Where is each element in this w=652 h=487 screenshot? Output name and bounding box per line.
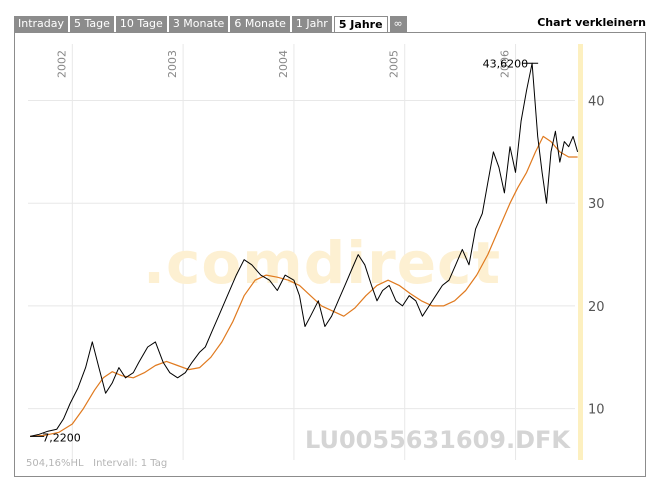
annotations: 43,6200 7,2200: [30, 57, 539, 444]
tab-7[interactable]: ∞: [389, 16, 407, 32]
tab-0[interactable]: Intraday: [14, 16, 69, 32]
period-tabs: Intraday 5 Tage 10 Tage 3 Monate 6 Monate 1 J…: [14, 16, 409, 32]
grid-layer: [28, 44, 575, 460]
series-layer: [30, 62, 579, 437]
x-tick-label-0: 2002: [55, 50, 68, 78]
y-tick-labels: 10 20 30 40: [588, 94, 605, 417]
y-tick-label-20: 20: [588, 300, 605, 315]
max-label: 43,6200: [483, 57, 529, 70]
current-day-highlight: [578, 44, 583, 460]
x-tick-labels: 2002 2003 2004 2005 2006: [55, 50, 511, 78]
y-tick-label-10: 10: [588, 403, 605, 418]
x-tick-label-2: 2004: [277, 50, 290, 78]
x-tick-label-3: 2005: [388, 50, 401, 78]
watermark-text: .comdirect: [143, 229, 501, 297]
chart-footer: 504,16%HL Intervall: 1 Tag: [26, 458, 167, 469]
series-line-price: [30, 62, 579, 437]
tab-5[interactable]: 1 Jahr: [291, 16, 332, 32]
footer-change: 504,16%HL: [26, 458, 84, 469]
y-tick-label-40: 40: [588, 94, 605, 109]
min-label: 7,2200: [42, 431, 81, 444]
tab-3[interactable]: 3 Monate: [168, 16, 229, 32]
chart-frame: [14, 32, 646, 477]
x-tick-label-4: 2006: [499, 50, 512, 78]
x-tick-label-1: 2003: [166, 50, 179, 78]
tab-4[interactable]: 6 Monate: [230, 16, 290, 32]
isin-label: LU0055631609.DFK: [305, 426, 571, 454]
footer-interval: Intervall: 1 Tag: [93, 458, 168, 469]
y-tick-label-30: 30: [588, 197, 605, 212]
tab-2[interactable]: 10 Tage: [115, 16, 167, 32]
tab-6[interactable]: 5 Jahre: [333, 16, 388, 32]
tab-1[interactable]: 5 Tage: [70, 16, 114, 32]
shrink-chart-link[interactable]: Chart verkleinern: [537, 16, 646, 29]
